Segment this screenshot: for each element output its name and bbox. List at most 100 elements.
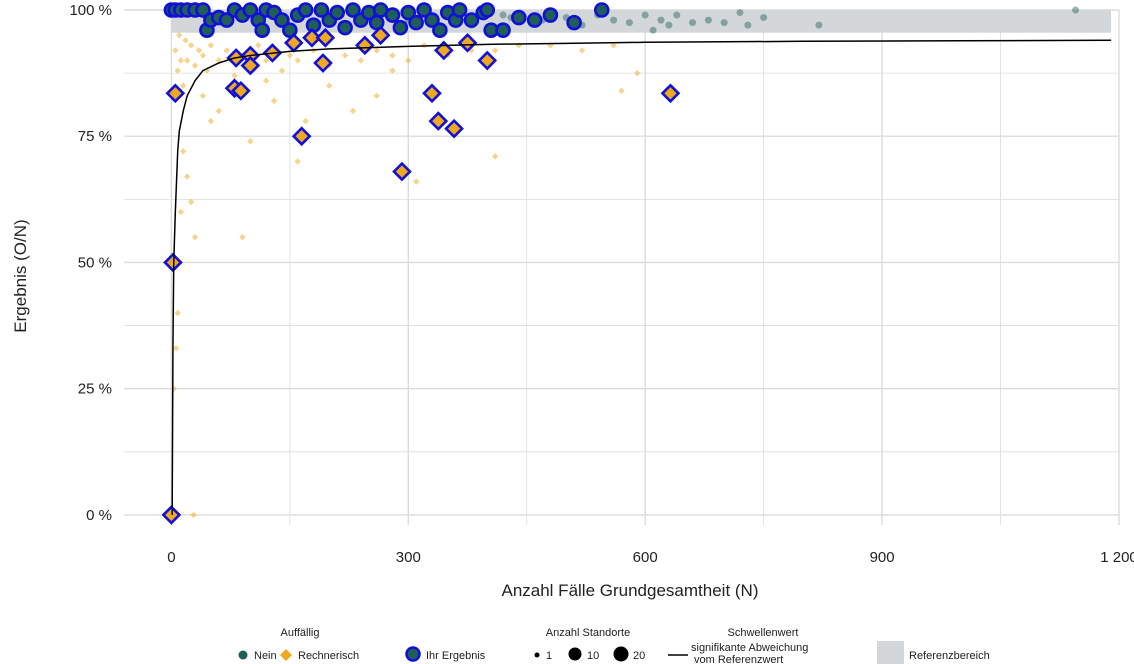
point-ihr-ergebnis-rechnerisch (231, 80, 251, 101)
point-rechnerisch (187, 198, 195, 206)
point-rechnerisch (270, 97, 278, 105)
point-ihr-ergebnis-rechnerisch (313, 53, 333, 73)
point-rechnerisch (176, 32, 183, 39)
x-tick-label: 900 (870, 549, 895, 566)
point-rechnerisch (634, 69, 641, 77)
point-ihr-ergebnis-rechnerisch (392, 161, 412, 182)
point-rechnerisch (357, 57, 365, 64)
legend-title-standorte: Anzahl Standorte (546, 627, 630, 639)
point-rechnerisch (515, 42, 523, 49)
point-nein (704, 16, 712, 24)
point-rechnerisch (191, 62, 199, 69)
point-rechnerisch (215, 57, 222, 64)
point-rechnerisch (262, 57, 270, 64)
point-nein (649, 26, 657, 34)
point-ihr-ergebnis (337, 19, 353, 36)
point-ihr-ergebnis-rechnerisch (291, 126, 312, 147)
point-ihr-ergebnis (282, 22, 298, 38)
grid (124, 9, 1120, 525)
threshold-line (171, 39, 1112, 515)
point-rechnerisch (389, 67, 396, 74)
point-ihr-ergebnis-rechnerisch (370, 25, 391, 46)
legend-nein-label: Nein (254, 650, 277, 662)
point-ihr-ergebnis (195, 2, 211, 18)
point-ihr-ergebnis (463, 12, 480, 28)
point-ihr-ergebnis (345, 2, 361, 18)
point-rechnerisch (174, 309, 181, 317)
threshold-curve (171, 39, 1112, 515)
point-rechnerisch (239, 234, 246, 241)
point-nein (641, 11, 649, 19)
point-ihr-ergebnis (416, 2, 432, 18)
point-rechnerisch (191, 234, 199, 241)
legend-size-1-marker (534, 652, 540, 658)
legend-referenz-swatch (877, 641, 904, 664)
point-rechnerisch (199, 52, 207, 59)
point-rechnerisch (247, 138, 254, 145)
point-rechnerisch (294, 158, 301, 165)
point-ihr-ergebnis (242, 2, 259, 18)
point-rechnerisch (231, 72, 238, 79)
y-tick-label: 25 % (78, 381, 112, 398)
point-rechnerisch (183, 173, 191, 180)
point-rechnerisch (610, 42, 617, 49)
point-nein (689, 19, 697, 27)
point-ihr-ergebnis (424, 12, 440, 28)
point-rechnerisch (373, 47, 380, 54)
y-tick-label: 50 % (78, 254, 112, 271)
point-ihr-ergebnis (297, 2, 314, 18)
point-rechnerisch (172, 345, 180, 352)
point-nein (499, 11, 507, 19)
point-ihr-ergebnis-rechnerisch (315, 27, 336, 48)
point-ihr-ergebnis (329, 4, 346, 21)
point-rechnerisch (618, 87, 625, 94)
point-rechnerisch (294, 57, 301, 64)
point-ihr-ergebnis-rechnerisch (165, 83, 186, 104)
point-rechnerisch (302, 117, 309, 125)
point-ihr-ergebnis (218, 12, 235, 28)
point-nein (657, 16, 665, 24)
point-rechnerisch (207, 42, 215, 49)
point-ihr-ergebnis (526, 12, 543, 28)
legend-rechnerisch-label: Rechnerisch (298, 650, 359, 662)
point-rechnerisch (223, 47, 230, 54)
point-nein (1072, 6, 1080, 14)
point-rechnerisch (373, 92, 380, 100)
point-rechnerisch (491, 153, 499, 160)
point-ihr-ergebnis (451, 2, 468, 18)
point-rechnerisch (389, 52, 396, 59)
y-tick-label: 0 % (86, 507, 112, 524)
point-rechnerisch (177, 208, 185, 216)
point-ihr-ergebnis-rechnerisch (240, 55, 261, 76)
point-rechnerisch (278, 67, 286, 74)
data-marks (161, 2, 1080, 525)
point-nein (815, 21, 823, 29)
legend-title-schwellenwert: Schwellenwert (728, 627, 799, 639)
point-rechnerisch (491, 47, 499, 54)
y-tick-label: 75 % (78, 128, 112, 145)
point-rechnerisch (182, 37, 189, 44)
legend-size-20-marker (613, 646, 629, 662)
point-rechnerisch (349, 107, 357, 115)
y-tick-label: 100 % (69, 2, 112, 19)
legend-ihr-ergebnis-marker (405, 646, 421, 662)
point-rechnerisch (215, 107, 222, 115)
point-nein (610, 16, 618, 24)
point-nein (673, 11, 681, 19)
legend-size-1-label: 1 (546, 650, 552, 662)
point-ihr-ergebnis (408, 14, 424, 31)
point-rechnerisch (187, 42, 195, 49)
point-ihr-ergebnis (384, 7, 401, 23)
point-rechnerisch (412, 178, 420, 185)
point-rechnerisch (578, 47, 586, 54)
point-ihr-ergebnis (392, 19, 409, 36)
point-rechnerisch (190, 511, 197, 519)
point-ihr-ergebnis (542, 7, 559, 23)
point-rechnerisch (177, 57, 185, 64)
point-nein (760, 14, 768, 22)
point-rechnerisch (341, 52, 349, 59)
point-rechnerisch (326, 82, 333, 89)
legend-signifikant-line1: signifikante Abweichung (691, 642, 808, 654)
point-rechnerisch (207, 117, 215, 125)
